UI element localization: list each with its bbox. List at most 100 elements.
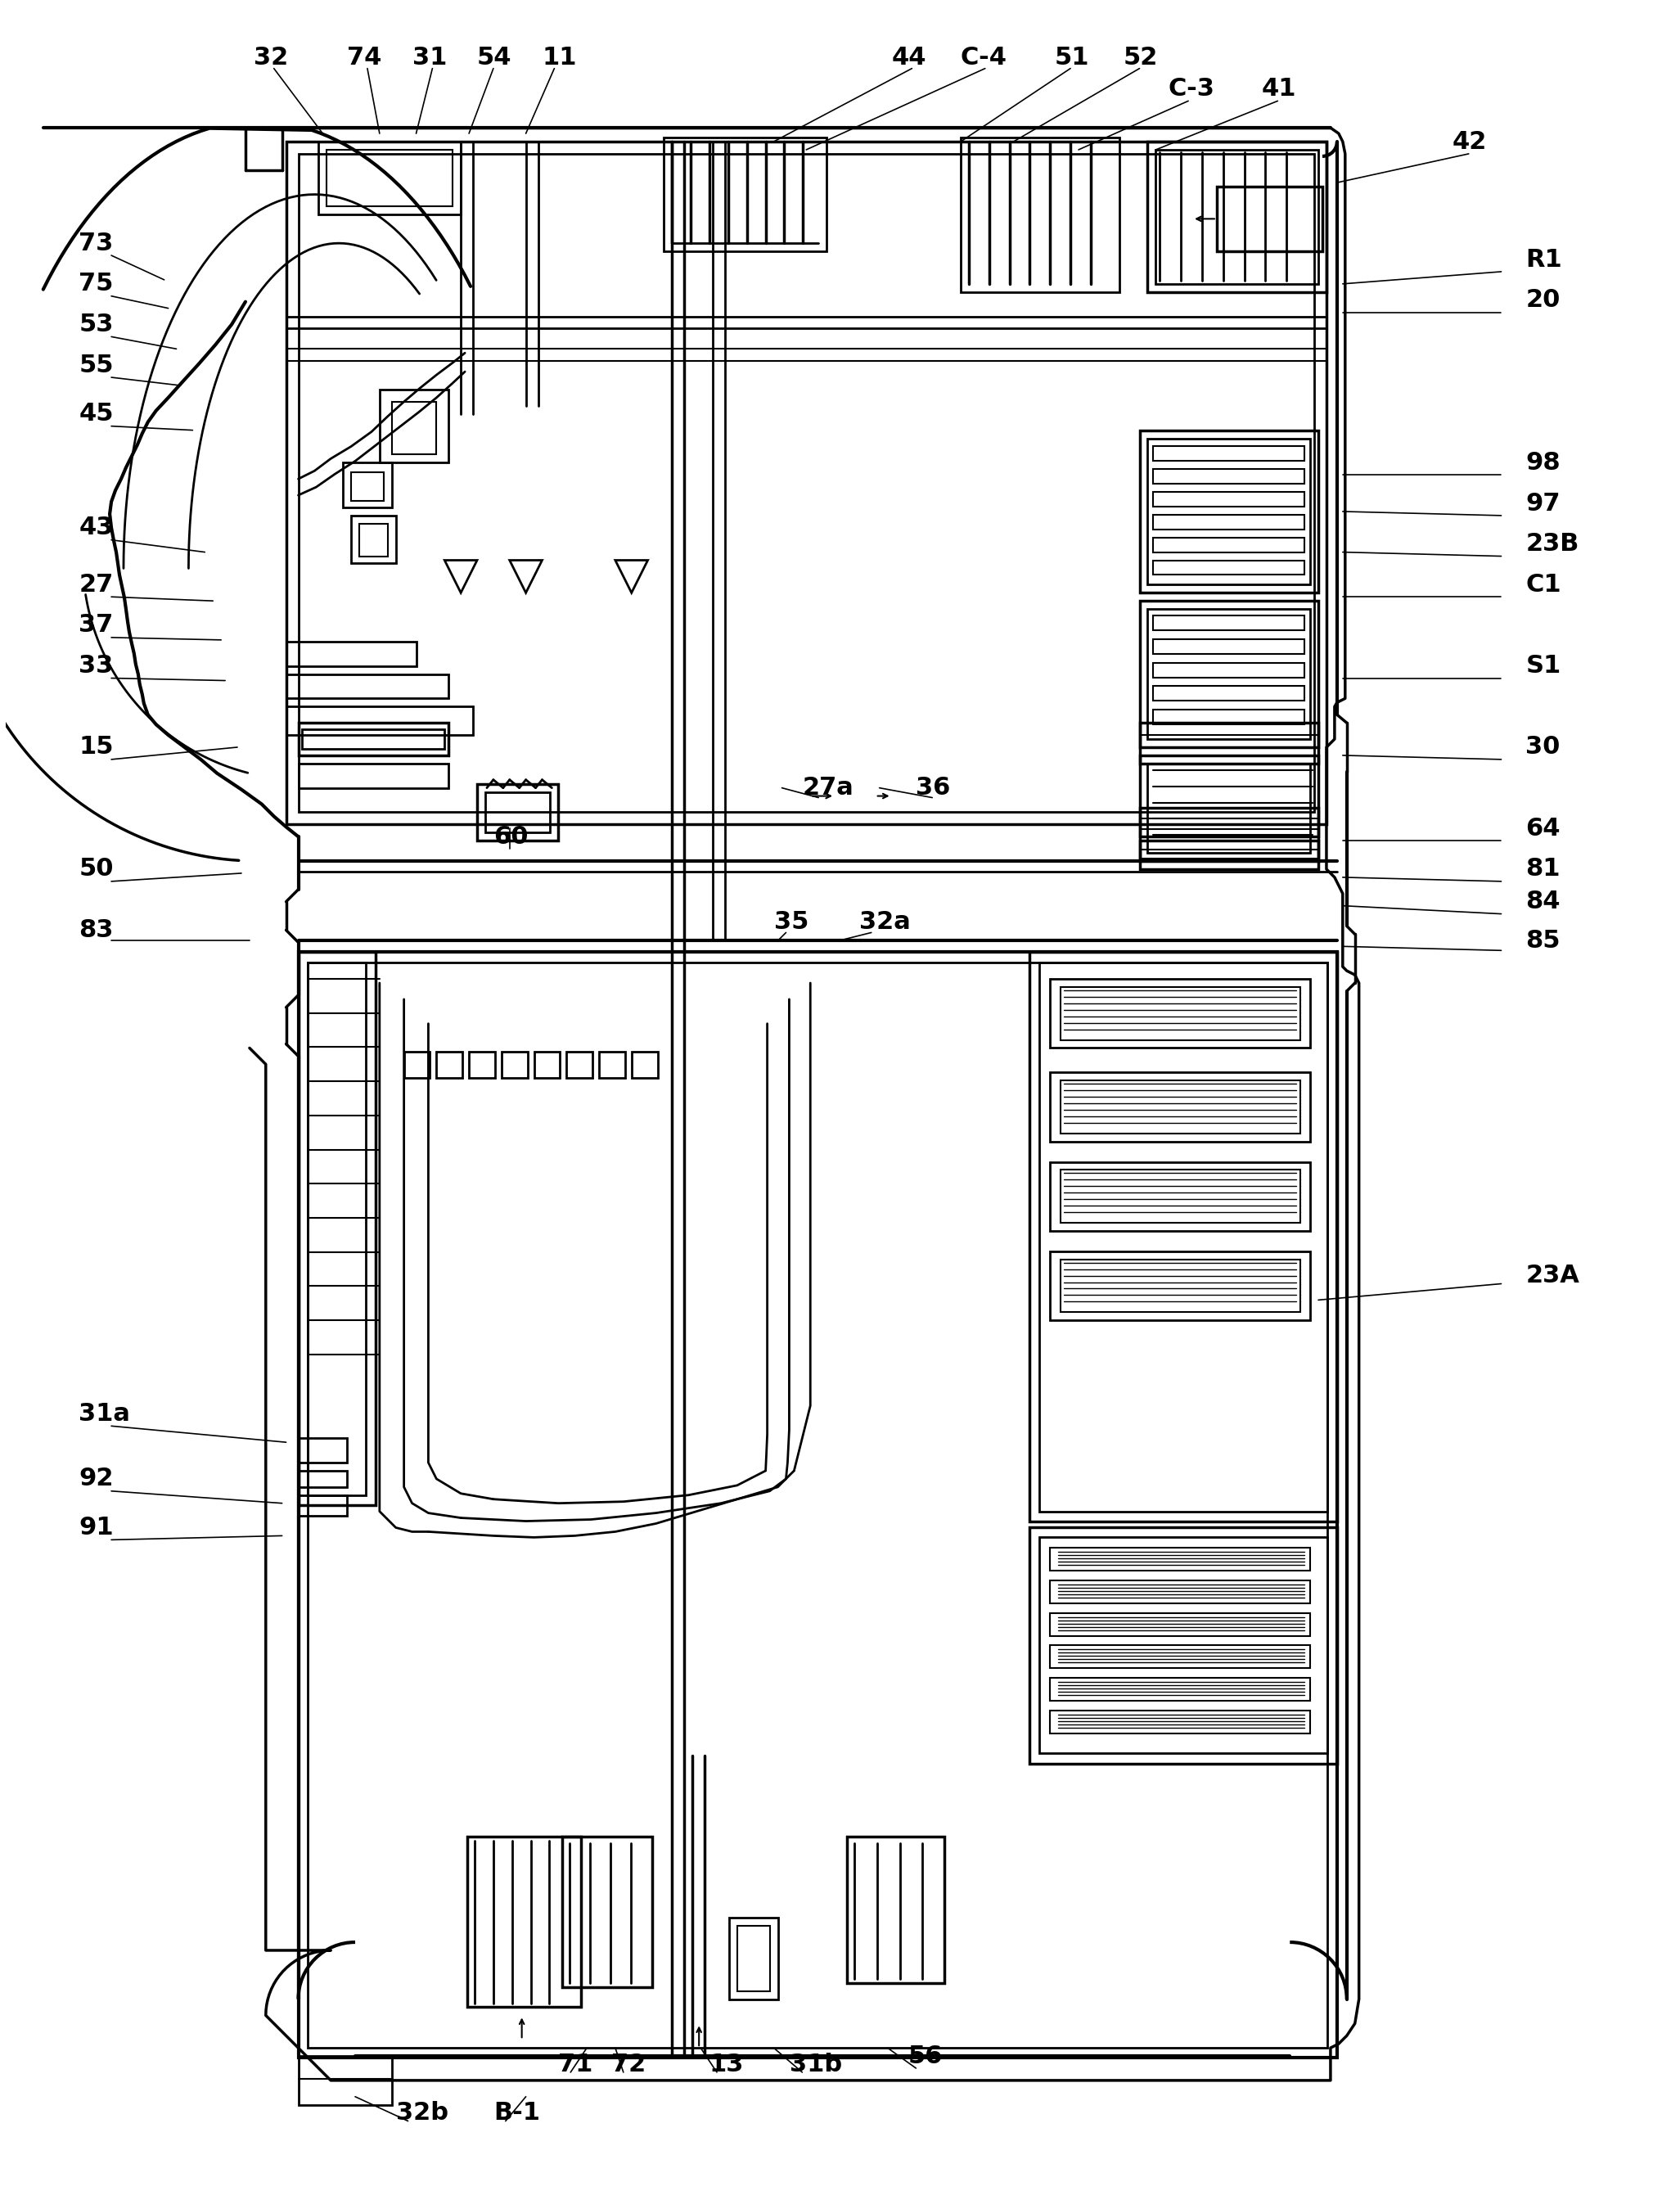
Bar	[1050, 1710, 1310, 1734]
Text: 30: 30	[1525, 736, 1561, 760]
Bar	[1139, 755, 1319, 862]
Text: 50: 50	[79, 857, 114, 881]
Text: 73: 73	[79, 232, 114, 254]
Text: 31: 31	[412, 46, 447, 71]
Text: 72: 72	[612, 2052, 645, 2076]
Text: 52: 52	[1124, 46, 1158, 71]
Bar	[403, 1051, 430, 1078]
Bar	[299, 764, 449, 789]
Bar	[469, 1051, 496, 1078]
Bar	[307, 963, 1327, 2048]
Text: 92: 92	[79, 1467, 114, 1491]
Bar	[307, 963, 366, 1495]
Bar	[1139, 431, 1319, 592]
Text: 53: 53	[79, 314, 114, 336]
Bar	[1139, 808, 1319, 837]
Text: 15: 15	[79, 736, 114, 760]
Bar	[343, 462, 391, 508]
Bar	[299, 155, 1314, 813]
Bar	[1216, 186, 1322, 252]
Bar	[1154, 709, 1304, 725]
Text: 45: 45	[79, 402, 114, 426]
Bar	[1050, 1071, 1310, 1142]
Text: 27: 27	[79, 572, 114, 596]
Bar	[1040, 1537, 1327, 1752]
Text: 64: 64	[1525, 817, 1561, 839]
Text: R1: R1	[1525, 247, 1562, 272]
Bar	[1154, 515, 1304, 530]
Bar	[299, 722, 449, 755]
Bar	[299, 1495, 348, 1515]
Text: 31b: 31b	[790, 2052, 842, 2076]
Bar	[566, 1051, 593, 1078]
Bar	[1030, 952, 1337, 1522]
Bar	[664, 137, 827, 252]
Bar	[961, 137, 1119, 292]
Text: 32: 32	[254, 46, 289, 71]
Text: 32a: 32a	[858, 910, 911, 934]
Text: C-3: C-3	[1168, 77, 1215, 102]
Bar	[1050, 979, 1310, 1047]
Bar	[1154, 446, 1304, 462]
Text: C-4: C-4	[961, 46, 1008, 71]
Text: 23B: 23B	[1525, 532, 1579, 557]
Text: 41: 41	[1262, 77, 1297, 102]
Text: 71: 71	[558, 2052, 593, 2076]
Text: 23A: 23A	[1525, 1264, 1579, 1288]
Bar	[286, 707, 474, 736]
Bar	[1154, 561, 1304, 574]
Text: 13: 13	[709, 2052, 744, 2076]
Text: 74: 74	[348, 46, 381, 71]
Bar	[1050, 1613, 1310, 1635]
Bar	[380, 389, 449, 462]
Text: 75: 75	[79, 272, 114, 296]
Text: S1: S1	[1525, 654, 1561, 678]
Bar	[1050, 1579, 1310, 1604]
Bar	[486, 793, 551, 833]
Bar	[501, 1051, 528, 1078]
Bar	[1050, 1549, 1310, 1571]
Text: 33: 33	[79, 654, 114, 678]
Text: 32b: 32b	[396, 2101, 449, 2125]
Bar	[351, 515, 396, 563]
Bar	[1154, 493, 1304, 506]
Text: 11: 11	[543, 46, 576, 71]
Text: 43: 43	[79, 517, 114, 539]
Text: C1: C1	[1525, 572, 1561, 596]
Text: 44: 44	[892, 46, 926, 71]
Bar	[1060, 1080, 1300, 1133]
Text: 54: 54	[477, 46, 512, 71]
Bar	[1147, 437, 1310, 585]
Bar	[299, 952, 1337, 2057]
Text: 20: 20	[1525, 287, 1561, 311]
Text: 60: 60	[494, 824, 528, 848]
Bar	[437, 1051, 462, 1078]
Text: 97: 97	[1525, 490, 1561, 515]
Bar	[477, 784, 558, 842]
Text: B-1: B-1	[494, 2101, 539, 2125]
Bar	[1156, 150, 1319, 285]
Text: 56: 56	[907, 2043, 942, 2068]
Text: 51: 51	[1053, 46, 1089, 71]
Text: 35: 35	[774, 910, 808, 934]
Bar	[1154, 687, 1304, 700]
Bar	[299, 2057, 391, 2105]
Bar	[1147, 610, 1310, 740]
Bar	[1154, 537, 1304, 552]
Bar	[1154, 616, 1304, 630]
Bar	[1147, 141, 1327, 292]
Bar	[286, 641, 417, 665]
Bar	[632, 1051, 657, 1078]
Bar	[847, 1836, 944, 1984]
Bar	[729, 1917, 778, 1999]
Bar	[1154, 468, 1304, 484]
Bar	[299, 952, 376, 1504]
Bar	[1050, 1679, 1310, 1701]
Text: 84: 84	[1525, 890, 1561, 915]
Text: 81: 81	[1525, 857, 1561, 881]
Bar	[1040, 963, 1327, 1511]
Bar	[467, 1836, 581, 2008]
Bar	[1060, 1259, 1300, 1312]
Bar	[534, 1051, 559, 1078]
Bar	[1050, 1162, 1310, 1230]
